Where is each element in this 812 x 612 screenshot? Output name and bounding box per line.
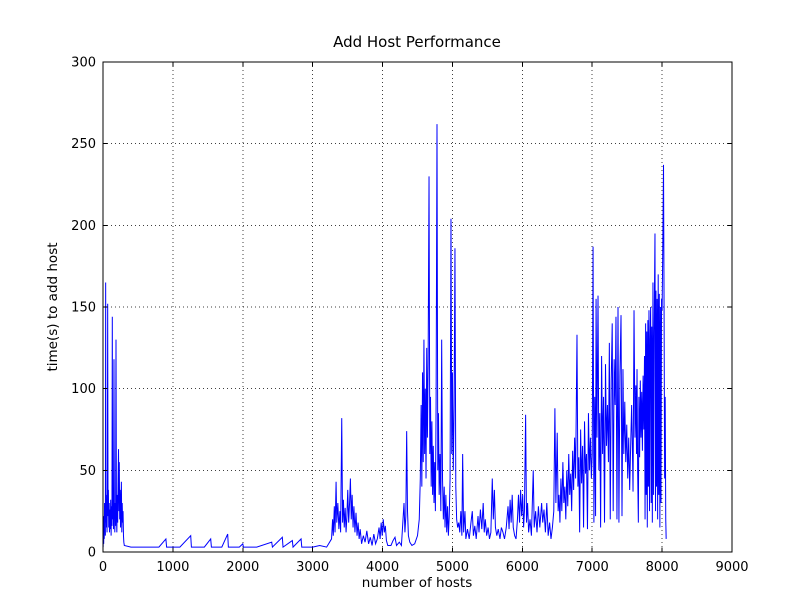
x-tick-label: 2000 <box>226 560 259 575</box>
y-tick-label: 250 <box>71 137 96 152</box>
x-tick-label: 9000 <box>715 560 748 575</box>
x-tick-label: 7000 <box>576 560 609 575</box>
series-layer <box>102 124 667 549</box>
x-tick-label: 5000 <box>436 560 469 575</box>
y-tick-label: 100 <box>71 382 96 397</box>
chart-title: Add Host Performance <box>333 33 501 51</box>
tick-labels: 0 1000 2000 3000 4000 5000 6000 7000 8000 9000 0 50… <box>71 56 748 576</box>
x-axis-label: number of hosts <box>362 575 472 591</box>
x-tick-label: 8000 <box>646 560 679 575</box>
y-tick-label: 0 <box>88 546 96 561</box>
y-tick-label: 200 <box>71 219 96 234</box>
grid <box>103 62 732 552</box>
x-tick-label: 6000 <box>506 560 539 575</box>
x-tick-label: 0 <box>99 560 107 575</box>
y-axis-label: time(s) to add host <box>45 242 61 371</box>
y-tick-label: 50 <box>79 464 96 479</box>
x-tick-label: 1000 <box>156 560 189 575</box>
y-tick-label: 150 <box>71 301 96 316</box>
x-tick-label: 4000 <box>366 560 399 575</box>
axes <box>102 61 733 553</box>
series-line <box>102 124 667 549</box>
y-tick-label: 300 <box>71 56 96 71</box>
x-tick-label: 3000 <box>296 560 329 575</box>
